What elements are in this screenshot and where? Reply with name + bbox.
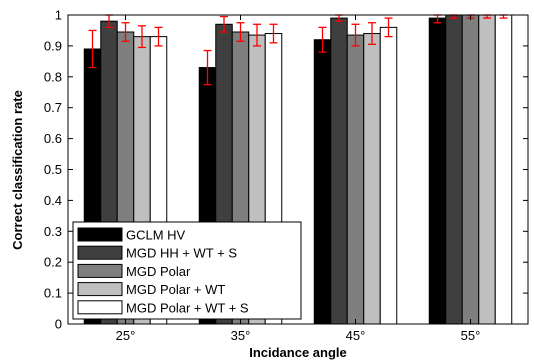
legend: GCLM HV MGD HH + WT + S MGD Polar MGD Polar… bbox=[72, 221, 302, 320]
x-tick-label: 25° bbox=[116, 328, 136, 343]
bar bbox=[494, 14, 513, 325]
bar bbox=[379, 26, 398, 325]
y-tick-label: 0.6 bbox=[44, 131, 62, 146]
y-axis-title: Correct classification rate bbox=[10, 90, 25, 250]
bar bbox=[346, 34, 365, 325]
bar bbox=[478, 14, 496, 325]
legend-label: MGD HH + WT + S bbox=[126, 246, 237, 261]
y-axis: 0 0.1 0.2 0.3 0.4 0.5 0.6 0.7 0.8 0.9 1 bbox=[44, 8, 528, 332]
bar bbox=[313, 39, 332, 325]
bar bbox=[330, 17, 348, 325]
y-tick-label: 0.8 bbox=[44, 69, 62, 84]
x-axis: 25° 35° 45° 55° bbox=[116, 15, 481, 343]
y-tick-label: 0.1 bbox=[44, 286, 62, 301]
legend-label: GCLM HV bbox=[126, 228, 186, 243]
bar bbox=[363, 33, 381, 325]
legend-swatch bbox=[77, 245, 123, 260]
bar bbox=[428, 17, 447, 325]
legend-label: MGD Polar + WT + S bbox=[126, 300, 249, 315]
bar bbox=[445, 14, 463, 325]
x-tick-label: 55° bbox=[461, 328, 481, 343]
y-tick-label: 0.3 bbox=[44, 224, 62, 239]
legend-label: MGD Polar + WT bbox=[126, 282, 225, 297]
y-tick-label: 0 bbox=[55, 317, 62, 332]
legend-label: MGD Polar bbox=[126, 264, 191, 279]
x-axis-title: Incidance angle bbox=[249, 345, 347, 360]
legend-swatch bbox=[77, 300, 123, 315]
x-tick-label: 45° bbox=[346, 328, 366, 343]
y-tick-label: 0.4 bbox=[44, 193, 62, 208]
y-tick-label: 0.2 bbox=[44, 255, 62, 270]
y-tick-label: 1 bbox=[55, 8, 62, 23]
legend-swatch bbox=[77, 282, 123, 297]
legend-swatch bbox=[77, 263, 123, 278]
bar bbox=[461, 14, 480, 325]
y-tick-label: 0.9 bbox=[44, 38, 62, 53]
y-tick-label: 0.7 bbox=[44, 100, 62, 115]
y-tick-label: 0.5 bbox=[44, 162, 62, 177]
x-tick-label: 35° bbox=[231, 328, 251, 343]
legend-swatch bbox=[77, 227, 123, 242]
